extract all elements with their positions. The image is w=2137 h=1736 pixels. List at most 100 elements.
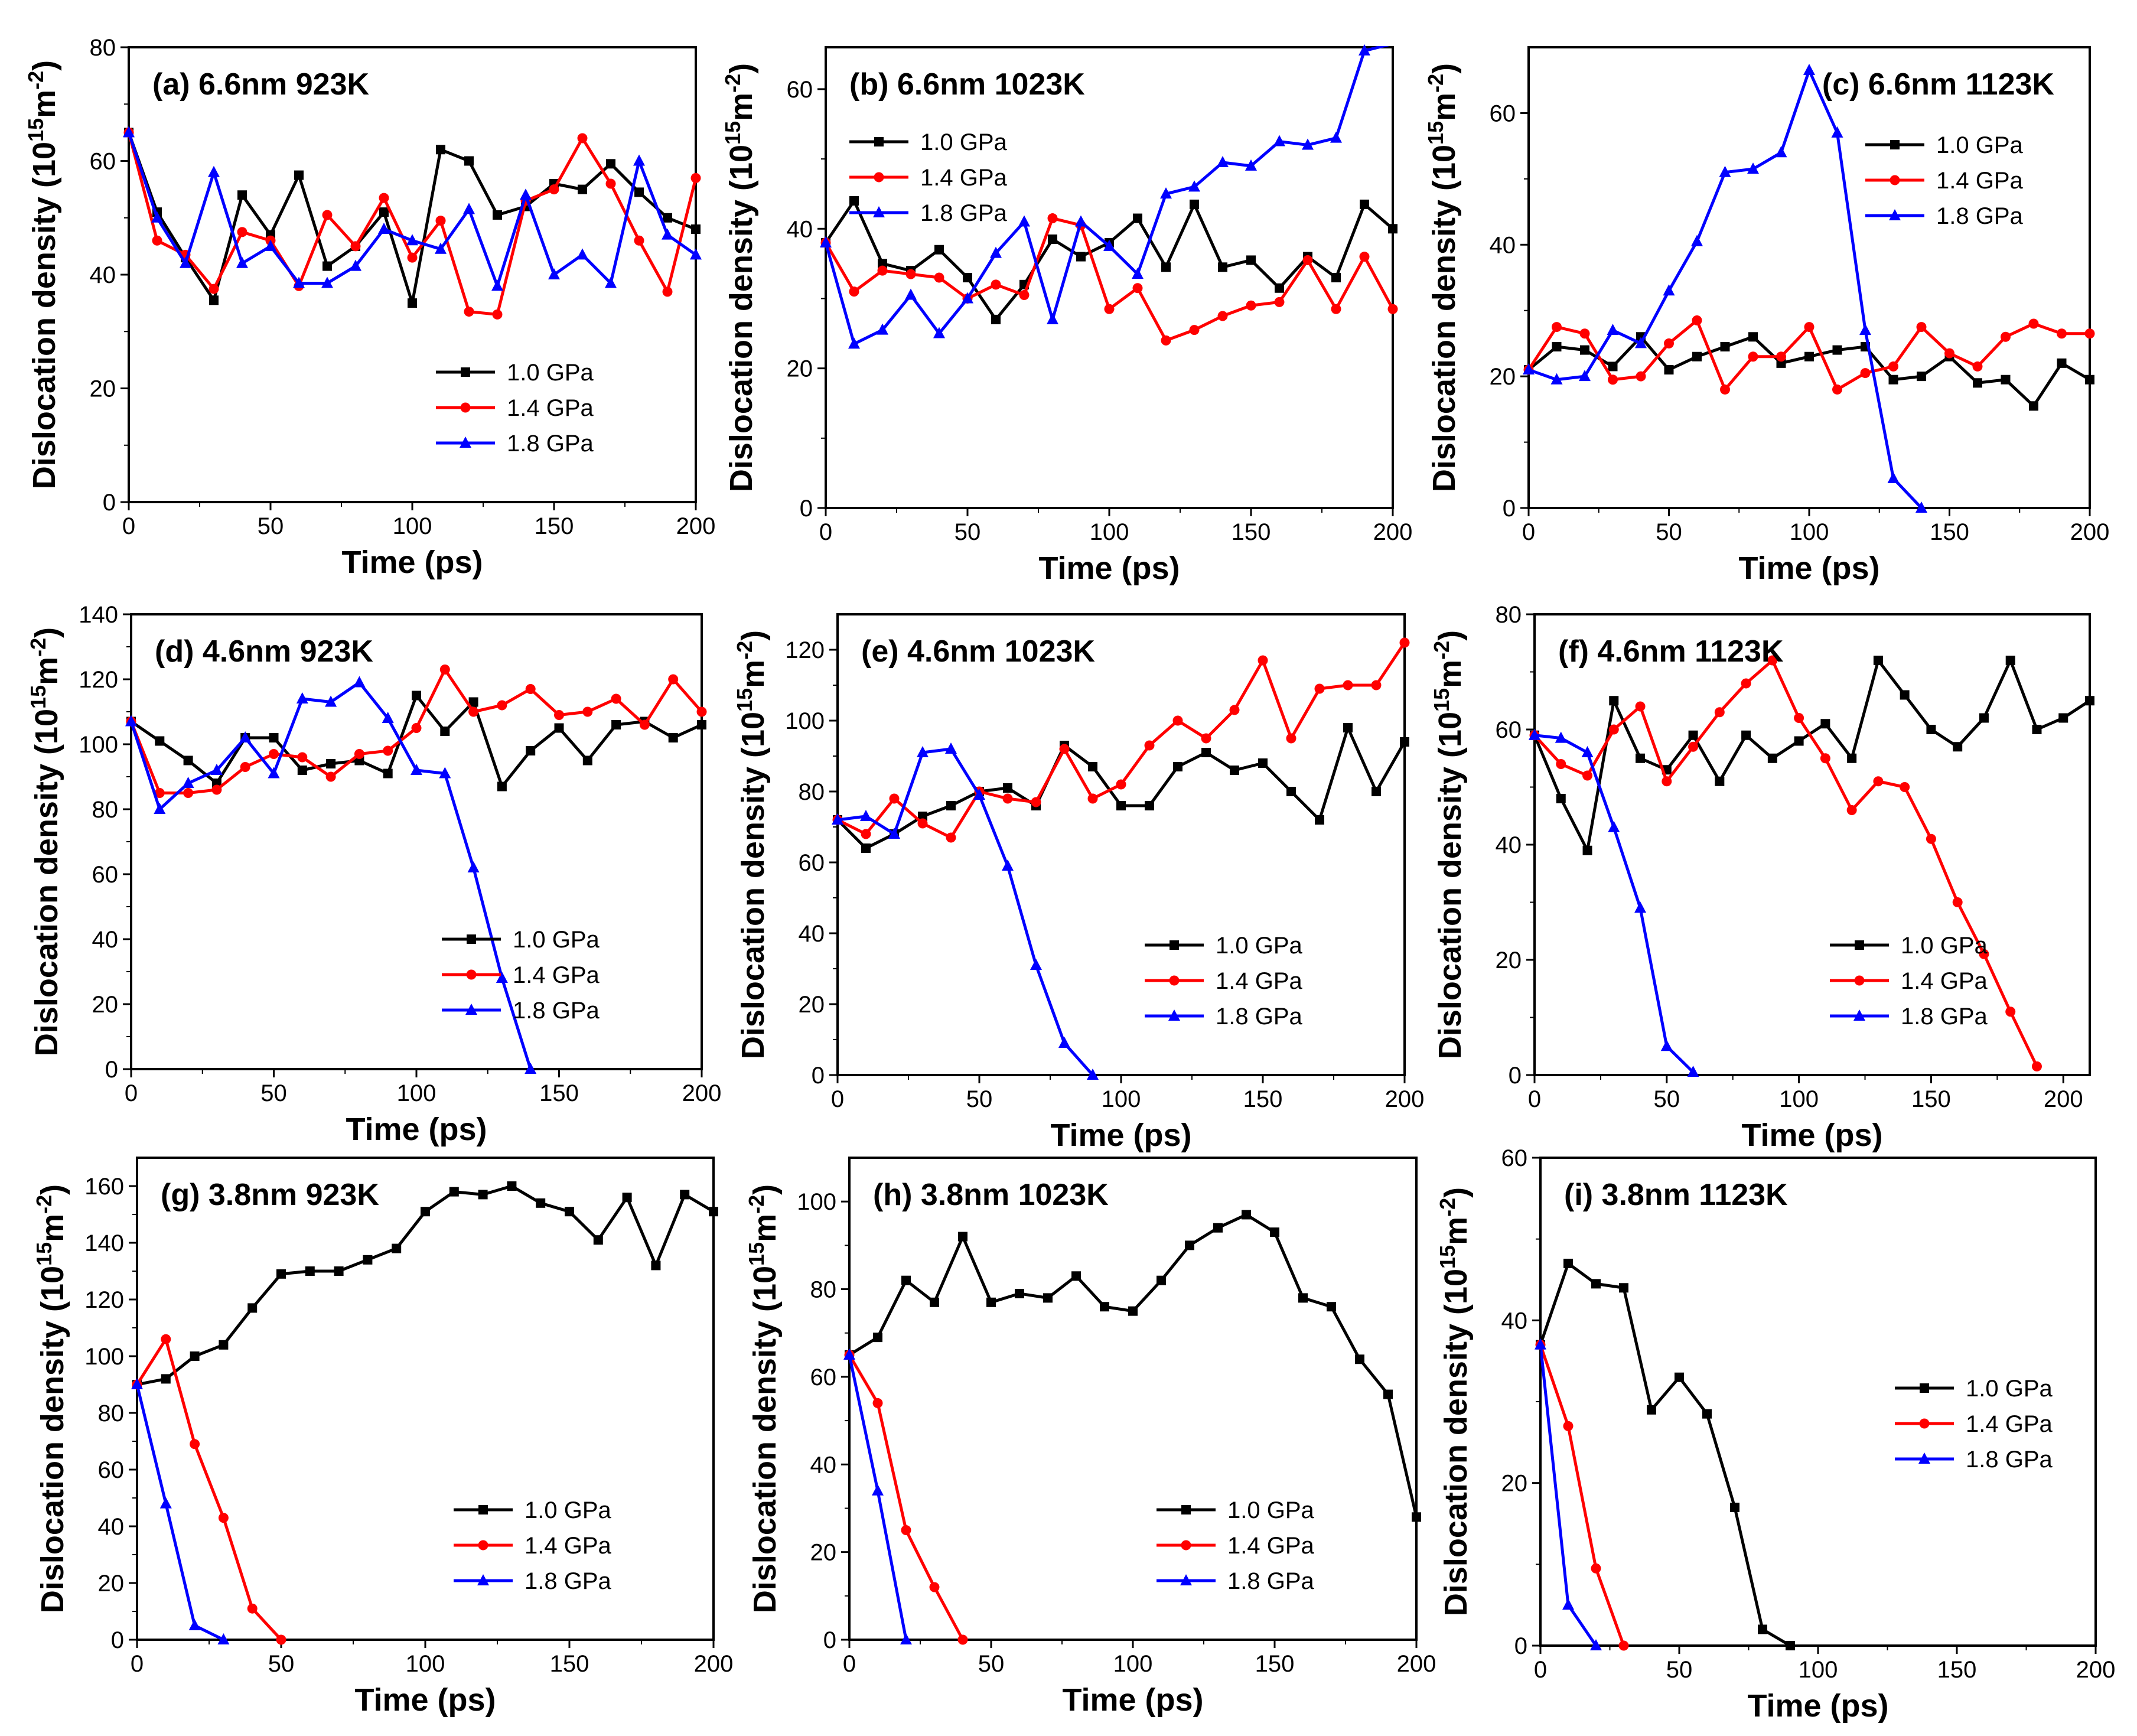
- data-point: [378, 223, 390, 234]
- y-tick-label: 100: [785, 708, 825, 734]
- y-tick-label: 120: [84, 1287, 124, 1313]
- legend-marker: [1853, 1009, 1865, 1021]
- data-point: [1343, 723, 1353, 732]
- x-tick-label: 0: [131, 1651, 144, 1677]
- data-point: [322, 261, 332, 271]
- data-point: [963, 273, 972, 282]
- data-point: [2029, 401, 2038, 411]
- data-point: [1720, 342, 1730, 351]
- x-tick-label: 50: [1666, 1657, 1693, 1683]
- legend-marker: [1919, 1418, 1930, 1429]
- y-tick-label: 60: [1496, 717, 1522, 743]
- data-point: [1916, 322, 1927, 333]
- legend-marker: [1889, 209, 1901, 220]
- y-axis-title-part: Dislocation density (10: [1438, 1269, 1474, 1616]
- legend-item: 1.0 GPa: [849, 129, 1008, 155]
- x-tick-label: 150: [1937, 1657, 1977, 1683]
- chart-panel-7: 0 50 100 150 200 0 20 40 60 80 100 Time (ps) Disloca…: [744, 1157, 1436, 1718]
- y-tick-label: 80: [90, 35, 116, 61]
- data-point: [1582, 845, 1592, 855]
- legend-item: 1.0 GPa: [1157, 1497, 1315, 1523]
- data-point: [326, 759, 336, 768]
- data-point: [322, 210, 333, 220]
- data-point: [1888, 361, 1898, 372]
- legend-item: 1.0 GPa: [454, 1497, 612, 1523]
- x-tick-label: 200: [676, 513, 716, 539]
- data-point: [1103, 239, 1115, 251]
- data-point: [2084, 328, 2095, 339]
- data-point: [297, 752, 308, 763]
- legend-marker: [1918, 1452, 1930, 1464]
- data-point: [1412, 1512, 1421, 1522]
- data-point: [180, 256, 191, 268]
- data-point: [1608, 820, 1620, 832]
- data-point: [945, 742, 957, 754]
- data-point: [321, 276, 333, 288]
- data-point: [411, 764, 422, 775]
- panel-title: (d) 4.6nm 923K: [155, 634, 373, 669]
- data-point: [1133, 213, 1142, 223]
- data-point: [2005, 1007, 2016, 1017]
- data-point: [1952, 897, 1963, 907]
- data-point: [1145, 801, 1154, 810]
- y-axis-title-part: Dislocation density (10: [27, 142, 62, 489]
- data-point: [439, 767, 451, 779]
- y-axis-title-part: Dislocation density (10: [35, 1266, 70, 1613]
- data-point: [696, 706, 707, 717]
- legend-marker: [1180, 1574, 1192, 1585]
- data-point: [1917, 372, 1926, 382]
- data-point: [1607, 324, 1619, 336]
- y-axis-title-part: m: [27, 90, 62, 118]
- y-axis-title-superscript: 15: [1429, 688, 1454, 712]
- data-point: [1926, 833, 1936, 844]
- data-point: [691, 224, 701, 234]
- y-axis-title-superscript: 15: [744, 1242, 768, 1266]
- legend-label: 1.8 GPa: [1966, 1447, 2053, 1473]
- plot-frame: [128, 46, 697, 503]
- series-line: [137, 1337, 282, 1640]
- data-point: [651, 1261, 661, 1271]
- legend-marker: [1168, 1009, 1180, 1021]
- y-tick-label: 80: [98, 1400, 125, 1426]
- y-axis-title: Dislocation density (1015m-2): [26, 627, 64, 1056]
- data-point: [1331, 273, 1341, 282]
- plot-frame: [1539, 1157, 2097, 1647]
- data-point: [1847, 753, 1857, 763]
- y-axis-title-part: m: [747, 1214, 783, 1242]
- data-point: [1400, 737, 1409, 747]
- panel-title: (c) 6.6nm 1123K: [1822, 67, 2055, 102]
- data-point: [861, 843, 871, 853]
- data-point: [334, 1266, 344, 1276]
- x-tick-label: 50: [978, 1651, 1005, 1677]
- data-point: [123, 126, 135, 138]
- y-axis-title: Dislocation density (1015m-2): [1429, 630, 1468, 1059]
- data-point: [1873, 776, 1884, 787]
- y-axis-title: Dislocation density (1015m-2): [1435, 1187, 1474, 1616]
- data-point: [861, 829, 871, 839]
- series-line: [1535, 659, 2038, 1067]
- data-point: [709, 1207, 718, 1217]
- data-point: [208, 165, 220, 177]
- data-point: [1688, 741, 1699, 752]
- data-point: [548, 268, 560, 279]
- legend-item: 1.4 GPa: [1157, 1533, 1315, 1559]
- plot-frame: [1527, 46, 2091, 509]
- y-axis-title-part: m: [735, 660, 771, 688]
- data-point: [662, 228, 673, 240]
- series-1-0-GPa: [124, 128, 701, 308]
- data-point: [991, 279, 1001, 290]
- legend-label: 1.0 GPa: [507, 360, 594, 386]
- data-point: [1804, 351, 1814, 361]
- y-tick-label: 120: [785, 637, 825, 663]
- data-point: [1132, 268, 1144, 279]
- data-point: [463, 203, 475, 214]
- data-point: [217, 1633, 230, 1644]
- data-point: [1944, 348, 1954, 359]
- data-point: [860, 810, 872, 821]
- legend-marker: [1854, 975, 1865, 986]
- data-point: [269, 733, 279, 742]
- y-axis-title-part: Dislocation density (10: [735, 712, 771, 1059]
- y-tick-label: 40: [810, 1452, 837, 1478]
- data-point: [611, 720, 621, 729]
- data-point: [1590, 1639, 1602, 1650]
